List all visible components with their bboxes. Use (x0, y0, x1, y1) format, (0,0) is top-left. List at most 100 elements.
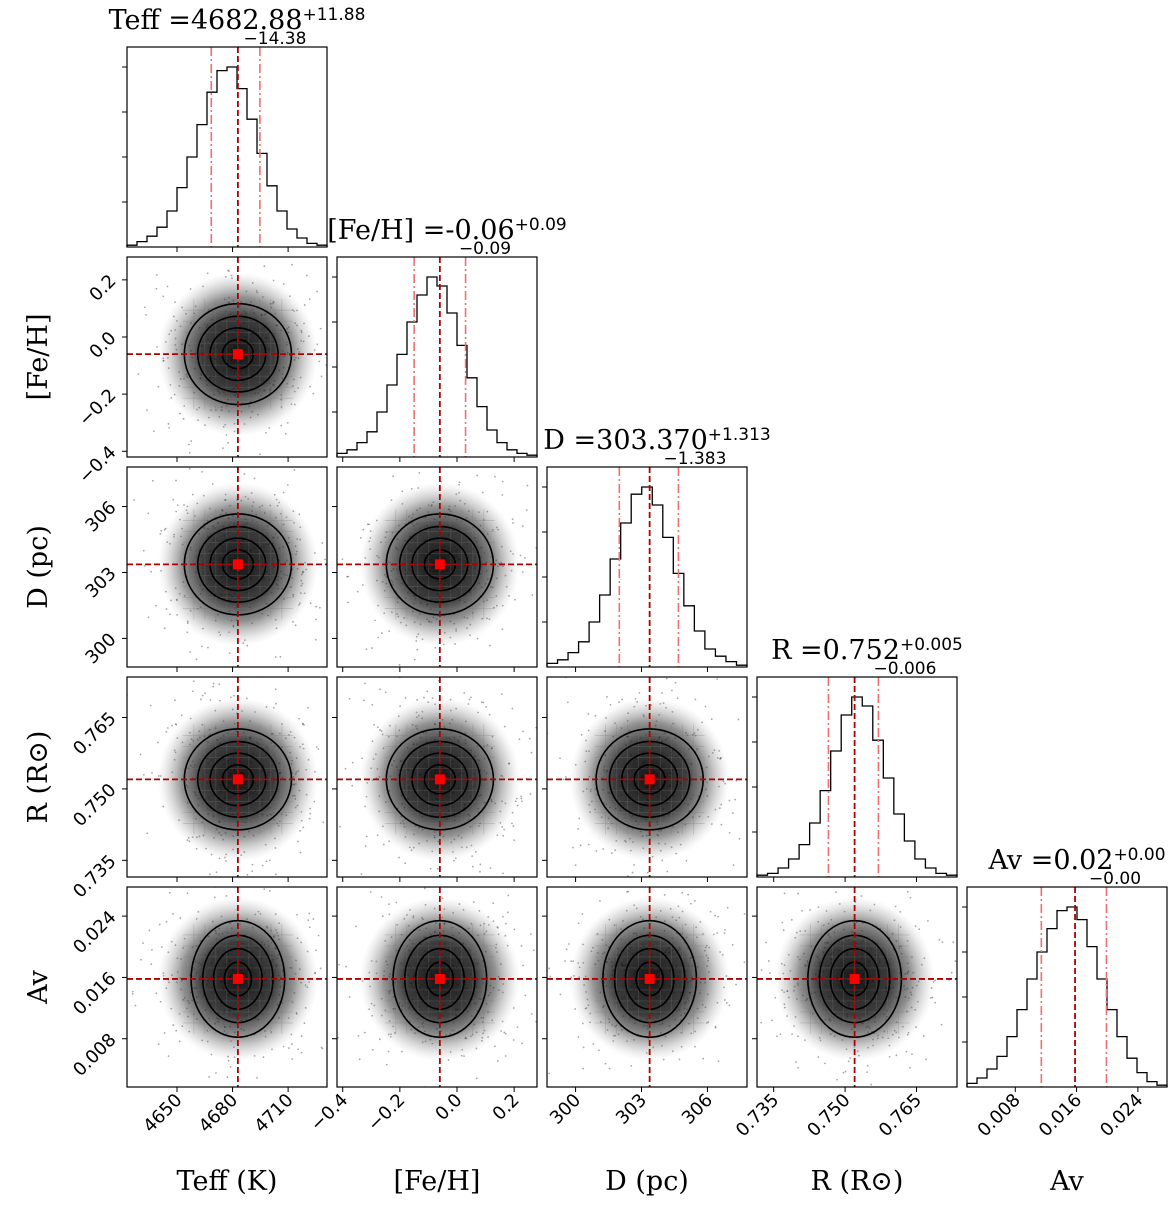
histogram-step (546, 486, 748, 667)
sample-point (496, 879, 498, 881)
sample-point (423, 881, 425, 883)
sample-point (376, 834, 379, 837)
sample-point (522, 964, 524, 967)
sample-point (345, 691, 347, 693)
sample-point (349, 748, 351, 750)
sample-point (661, 882, 663, 884)
sample-point (330, 552, 332, 554)
y-tick-label: 0.0 (85, 328, 120, 363)
sample-point (137, 373, 140, 376)
sample-point (476, 474, 479, 477)
sample-point (201, 645, 203, 648)
sample-point (259, 458, 261, 460)
sample-point (351, 986, 353, 988)
sample-point (472, 901, 475, 903)
sample-point (226, 1076, 229, 1078)
panel-frame (966, 886, 1168, 1088)
panel-title-err-minus: −0.006 (874, 659, 937, 679)
sample-point (952, 941, 955, 944)
sample-point (308, 298, 311, 301)
x-tick-label: 0.2 (489, 1090, 524, 1125)
sample-point (309, 602, 312, 605)
sample-point (380, 896, 383, 898)
sample-point (263, 265, 266, 268)
sample-point (467, 884, 469, 886)
sample-point (728, 799, 731, 802)
density (337, 878, 543, 1087)
panel-frame (756, 676, 958, 878)
sample-point (783, 892, 786, 895)
sample-point (362, 699, 365, 702)
sample-point (405, 885, 407, 887)
sample-point (797, 892, 799, 895)
sample-point (151, 771, 153, 774)
sample-point (143, 565, 146, 567)
sample-point (347, 575, 350, 578)
x-tick-label: 0.0 (431, 1090, 466, 1125)
sample-point (299, 429, 301, 431)
sample-point (261, 864, 264, 867)
sample-point (539, 760, 541, 762)
sample-point (381, 915, 384, 918)
sample-point (665, 677, 668, 680)
sample-point (894, 905, 897, 908)
sample-point (566, 701, 569, 704)
sample-point (760, 1021, 763, 1024)
sample-point (308, 817, 311, 820)
panel-frame (546, 886, 748, 1088)
sample-point (204, 692, 206, 695)
sample-point (171, 724, 173, 727)
sample-point (291, 263, 293, 266)
sample-point (365, 835, 368, 838)
sample-point (147, 512, 150, 515)
sample-point (146, 409, 148, 412)
sample-point (388, 903, 390, 906)
y-tick-label: −0.4 (75, 442, 121, 488)
sample-point (613, 673, 615, 675)
sample-point (373, 723, 376, 726)
sample-point (315, 618, 317, 621)
x-tick-label: 4680 (195, 1090, 242, 1137)
sample-point (494, 1045, 496, 1048)
sample-point (189, 651, 192, 653)
sample-point (392, 475, 394, 478)
sample-point (592, 1043, 595, 1045)
sample-point (507, 894, 510, 897)
sample-point (299, 851, 302, 854)
sample-point (176, 504, 179, 507)
sample-point (726, 906, 729, 909)
sample-point (478, 695, 480, 697)
sample-point (598, 1049, 600, 1052)
sample-point (286, 484, 289, 486)
scatter-panel-teff-d: 300 303 306 D (pc) (23, 429, 332, 672)
sample-point (512, 522, 514, 524)
sample-point (303, 724, 305, 726)
sample-point (187, 237, 189, 239)
sample-point (241, 881, 243, 883)
sample-point (225, 895, 228, 897)
sample-point (630, 1064, 633, 1067)
sample-point (714, 1025, 717, 1028)
sample-point (202, 223, 204, 225)
sample-point (150, 963, 153, 966)
x-tick-label: 4650 (139, 1090, 186, 1137)
sample-point (168, 891, 171, 894)
median-marker (232, 349, 243, 360)
sample-point (188, 443, 190, 446)
sample-point (286, 421, 289, 424)
sample-point (206, 272, 209, 275)
sample-point (155, 992, 158, 995)
sample-point (320, 624, 322, 626)
sample-point (344, 767, 347, 770)
sample-point (541, 1012, 543, 1014)
sample-point (201, 470, 203, 473)
sample-point (227, 270, 230, 273)
sample-point (319, 327, 322, 330)
x-tick-label: 303 (612, 1090, 651, 1129)
y-tick-label: 306 (81, 497, 120, 536)
sample-point (602, 848, 605, 850)
sample-point (191, 690, 194, 693)
sample-point (716, 678, 719, 680)
sample-point (151, 479, 154, 482)
sample-point (353, 878, 355, 880)
